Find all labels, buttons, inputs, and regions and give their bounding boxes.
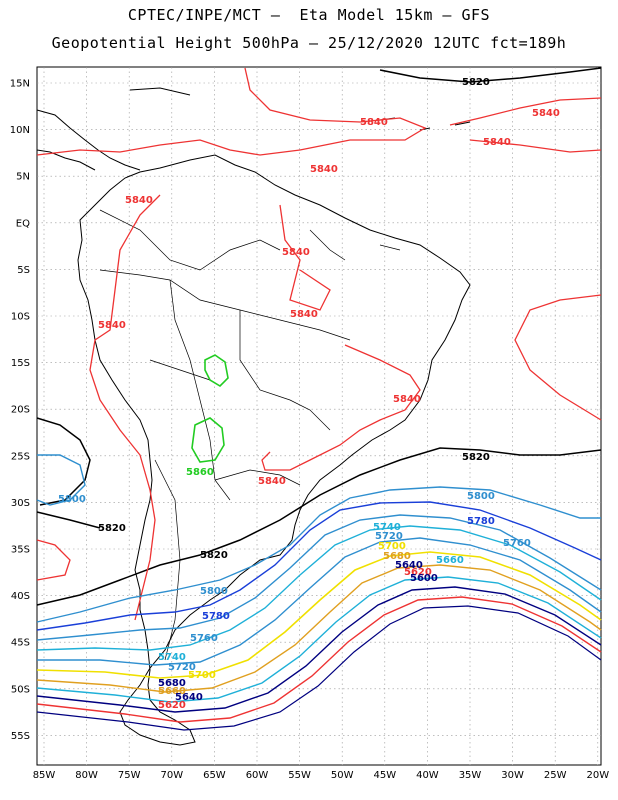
- label-5820-land: 5820: [200, 550, 228, 561]
- label-5800-land: 5800: [200, 586, 228, 597]
- contour-5600: [36, 605, 602, 731]
- label-5720-land: 5720: [168, 662, 196, 673]
- contour-labels: 5820 5840 5840 5840 5840 5840 5840 5840 …: [58, 77, 560, 711]
- label-5820-north: 5820: [462, 77, 490, 88]
- lat-tick-label: 5N: [16, 172, 30, 183]
- lat-tick-label: EQ: [16, 218, 30, 229]
- label-5660-atl: 5660: [436, 555, 464, 566]
- contour-5840-ne: [449, 97, 602, 421]
- contour-5780: [36, 501, 602, 631]
- plot-frame: [36, 66, 602, 766]
- lat-tick-label: 15N: [10, 79, 30, 90]
- label-5660-land: 5660: [158, 686, 186, 697]
- label-5840-south: 5840: [258, 476, 286, 487]
- label-5840-ne2: 5840: [483, 137, 511, 148]
- lon-tick-label: 30W: [501, 770, 524, 781]
- central-america-coast: [36, 109, 141, 171]
- lat-tick-label: 25S: [11, 451, 30, 462]
- contour-5720: [37, 537, 602, 666]
- lat-tick-label: 20S: [11, 405, 30, 416]
- contour-5760: [36, 514, 602, 641]
- contour-5660: [36, 576, 602, 703]
- label-5600-atl: 5600: [410, 573, 438, 584]
- label-5640-land: 5640: [175, 692, 203, 703]
- contour-5800-ring: [36, 454, 86, 506]
- label-5680-land: 5680: [158, 678, 186, 689]
- lon-tick-label: 70W: [160, 770, 183, 781]
- contour-5860-b: [191, 417, 225, 463]
- contour-5820-north: [379, 67, 602, 83]
- label-5840-ne1: 5840: [532, 108, 560, 119]
- country-borders: [99, 209, 401, 661]
- label-5820-pacific: 5820: [98, 523, 126, 534]
- lon-tick-label: 25W: [544, 770, 567, 781]
- lon-tick-label: 80W: [75, 770, 98, 781]
- lon-tick-label: 60W: [246, 770, 269, 781]
- lon-tick-label: 20W: [586, 770, 609, 781]
- lon-tick-label: 45W: [373, 770, 396, 781]
- contour-5620: [36, 596, 602, 723]
- lat-tick-label: 45S: [11, 638, 30, 649]
- label-5840-pacific: 5840: [98, 320, 126, 331]
- contour-5680: [36, 564, 602, 693]
- label-5720-atl: 5720: [375, 531, 403, 542]
- lat-tick-label: 5S: [17, 265, 30, 276]
- lon-tick-label: 75W: [118, 770, 141, 781]
- lat-tick-label: 55S: [11, 731, 30, 742]
- contour-5740: [36, 525, 602, 651]
- lon-tick-label: 55W: [288, 770, 311, 781]
- label-5740-atl: 5740: [373, 522, 401, 533]
- lat-tick-label: 30S: [11, 498, 30, 509]
- label-5700-atl: 5700: [378, 541, 406, 552]
- contour-5800-main: [36, 486, 601, 623]
- contour-5700: [36, 551, 602, 679]
- chart-title-line2: Geopotential Height 500hPa – 25/12/2020 …: [51, 34, 567, 52]
- label-5840-center: 5840: [282, 247, 310, 258]
- lon-tick-label: 85W: [33, 770, 56, 781]
- height-contours: [36, 67, 602, 731]
- lon-tick-label: 65W: [203, 770, 226, 781]
- chart-title-line1: CPTEC/INPE/MCT – Eta Model 15km – GFS: [127, 6, 491, 24]
- label-5840-n: 5840: [360, 117, 388, 128]
- label-5740-land: 5740: [158, 652, 186, 663]
- lon-tick-label: 35W: [459, 770, 482, 781]
- contour-5640: [36, 586, 602, 713]
- lat-tick-label: 10S: [11, 312, 30, 323]
- label-5760-land: 5760: [190, 633, 218, 644]
- label-5680-atl: 5680: [383, 551, 411, 562]
- coastlines: [36, 87, 471, 746]
- label-5640-atl: 5640: [395, 560, 423, 571]
- lat-tick-label: 15S: [11, 358, 30, 369]
- label-5780-land: 5780: [202, 611, 230, 622]
- label-5780-atlantic: 5780: [467, 516, 495, 527]
- lon-tick-label: 50W: [331, 770, 354, 781]
- label-5800-atlantic: 5800: [467, 491, 495, 502]
- contour-5840-interior: [36, 194, 421, 621]
- south-america-coast: [77, 154, 471, 746]
- label-5860: 5860: [186, 467, 214, 478]
- axis-ticks: 15N 10N 5N EQ 5S 10S 15S 20S 25S 30S 35S 40S 45S 50S 5…: [10, 79, 609, 782]
- label-5620-atl: 5620: [404, 567, 432, 578]
- label-5840-center2: 5840: [290, 309, 318, 320]
- caribbean-islands: [129, 87, 471, 131]
- contour-5840-north: [36, 67, 427, 156]
- label-5800-pacific: 5800: [58, 494, 86, 505]
- label-5840-amazon: 5840: [310, 164, 338, 175]
- label-5760-atlantic: 5760: [503, 538, 531, 549]
- label-5840-east: 5840: [393, 394, 421, 405]
- lat-tick-label: 40S: [11, 591, 30, 602]
- label-5840-west: 5840: [125, 195, 153, 206]
- contour-5820-south: [36, 417, 602, 606]
- lat-tick-label: 35S: [11, 545, 30, 556]
- lon-tick-label: 40W: [416, 770, 439, 781]
- contour-5860-a: [204, 354, 229, 388]
- lat-tick-label: 50S: [11, 684, 30, 695]
- label-5700-land: 5700: [188, 670, 216, 681]
- label-5820-atlantic: 5820: [462, 452, 490, 463]
- label-5620-land: 5620: [158, 700, 186, 711]
- lat-tick-label: 10N: [10, 125, 30, 136]
